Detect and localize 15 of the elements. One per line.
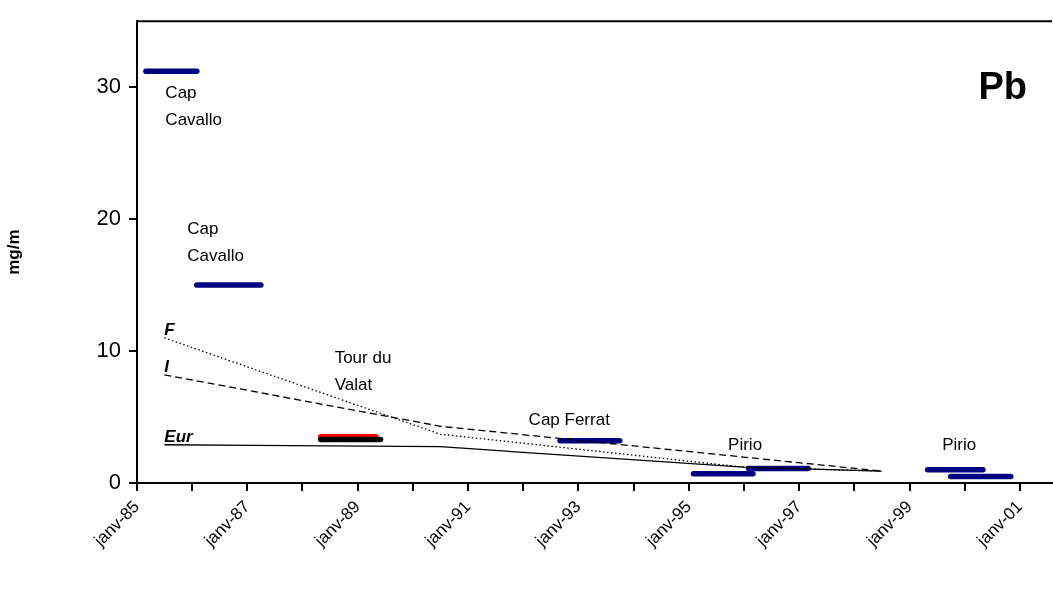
series-label: Eur xyxy=(164,426,195,446)
y-tick-label: 10 xyxy=(96,337,121,363)
annotation: Cap Cavallo xyxy=(187,219,245,266)
y-tick-label: 30 xyxy=(96,73,121,99)
annotation: Pirio xyxy=(942,434,977,454)
series-label: I xyxy=(164,356,171,376)
annotation: Pirio xyxy=(728,434,763,454)
y-tick-label: 0 xyxy=(108,469,121,495)
y-axis-title: mg/m xyxy=(3,229,23,275)
text: Pb xyxy=(978,64,1027,107)
annotation: Cap Cavallo xyxy=(165,82,223,129)
annotation: Tour du Valat xyxy=(334,348,392,395)
series-label: F xyxy=(164,319,176,339)
annotation: Cap Ferrat xyxy=(528,410,611,430)
y-tick-label: 20 xyxy=(96,205,121,231)
